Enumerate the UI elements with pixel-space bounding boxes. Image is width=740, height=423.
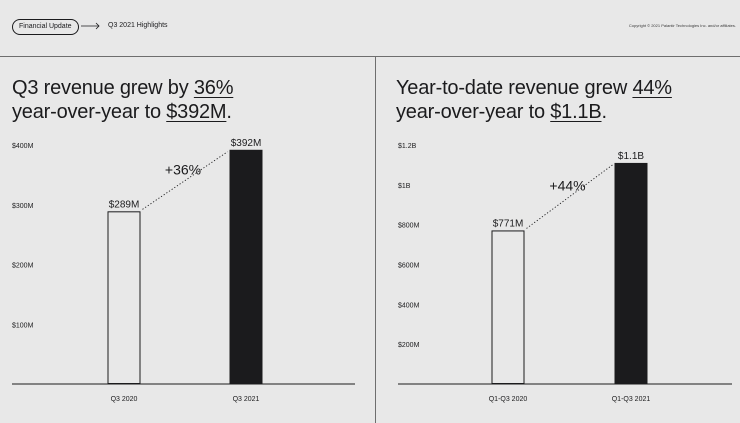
category-label: Q1-Q3 2020 — [489, 396, 528, 403]
data-label: $392M — [231, 138, 262, 149]
header-divider — [0, 56, 740, 57]
growth-label: +36% — [165, 162, 201, 178]
growth-connector — [142, 151, 228, 210]
y-tick-label: $800M — [398, 223, 420, 230]
quarterly-headline: Q3 revenue grew by 36% year-over-year to … — [12, 77, 234, 123]
revenue-amount: $1.1B — [550, 101, 602, 123]
y-tick-label: $400M — [12, 143, 34, 150]
top-bar: Financial Update Q3 2021 Highlights Copy… — [0, 0, 740, 56]
data-label: $1.1B — [618, 151, 644, 162]
y-tick-label: $200M — [398, 342, 420, 349]
y-tick-label: $400M — [398, 302, 420, 309]
y-tick-label: $1B — [398, 183, 411, 190]
y-tick-label: $200M — [12, 263, 34, 270]
breadcrumb: Q3 2021 Highlights — [108, 22, 168, 29]
category-label: Q1-Q3 2021 — [612, 396, 651, 403]
ytd-revenue-panel: Year-to-date revenue grew 44% year-over-y… — [376, 57, 740, 423]
ytd-revenue-chart: $200M $400M $600M $800M $1B $1.2B $771M Q1-Q3 2… — [398, 143, 732, 403]
growth-label: +44% — [549, 178, 585, 194]
y-tick-label: $1.2B — [398, 143, 417, 150]
bar-1 — [614, 162, 648, 384]
y-tick-label: $600M — [398, 263, 420, 270]
bar-1 — [229, 149, 263, 384]
arrow-right-icon — [81, 22, 100, 30]
bar-0 — [491, 230, 525, 384]
growth-connector — [526, 164, 613, 229]
ytd-headline: Year-to-date revenue grew 44% year-over-y… — [396, 77, 672, 123]
category-label: Q3 2020 — [111, 396, 138, 403]
panel-divider — [375, 57, 376, 423]
data-label: $771M — [493, 218, 524, 229]
growth-percent: 44% — [632, 77, 672, 99]
y-tick-label: $100M — [12, 322, 34, 329]
financial-update-tag[interactable]: Financial Update — [12, 19, 79, 35]
y-tick-label: $300M — [12, 203, 34, 210]
category-label: Q3 2021 — [233, 396, 260, 403]
growth-percent: 36% — [193, 77, 234, 99]
copyright-notice: Copyright © 2021 Palantir Technologies I… — [628, 23, 736, 28]
quarterly-revenue-panel: Q3 revenue grew by 36% year-over-year to … — [0, 57, 375, 423]
bar-0 — [107, 211, 141, 384]
revenue-amount: $392M — [166, 101, 227, 123]
quarterly-revenue-chart: $100M $200M $300M $400M $289M Q3 2020 $392M Q3 … — [12, 138, 355, 403]
data-label: $289M — [109, 199, 140, 210]
